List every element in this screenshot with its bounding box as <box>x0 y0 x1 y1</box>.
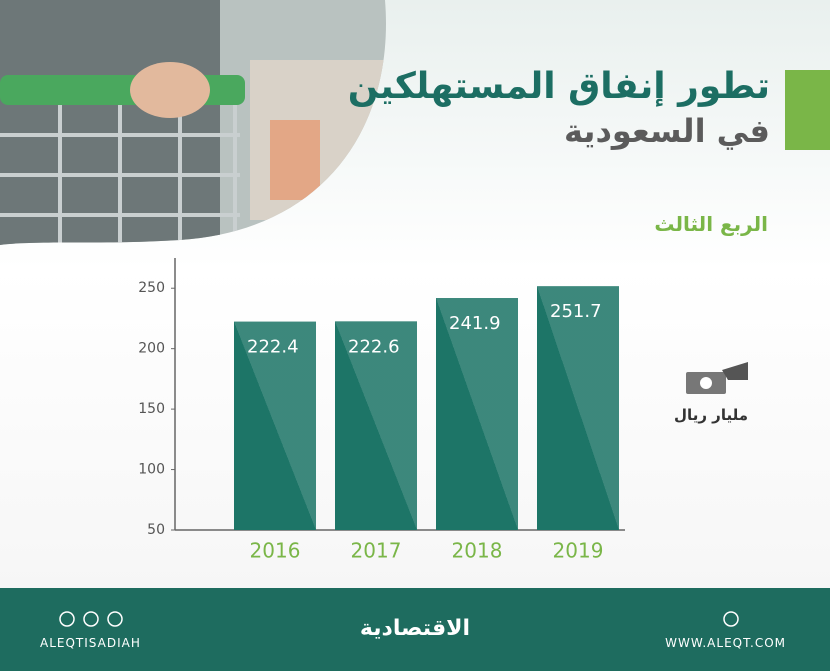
title: تطور إنفاق المستهلكين <box>347 66 770 107</box>
value-label: 222.6 <box>348 336 400 357</box>
bar-shade <box>537 286 619 530</box>
chart: 50 100 150 200 250 2016 222.4 2017 222.6 2018 241.… <box>138 258 748 563</box>
bar-shade <box>335 321 417 530</box>
title: في السعودية <box>564 112 770 150</box>
bar-shade <box>436 298 518 530</box>
brand-logo: الاقتصادية <box>359 616 471 641</box>
unit-label: مليار ريال <box>674 406 748 424</box>
web-icon <box>723 611 739 627</box>
x-tick-label: 2017 <box>351 539 402 563</box>
social-handle: ALEQTISADIAH <box>40 636 141 650</box>
x-tick-label: 2019 <box>553 539 604 563</box>
header-photo <box>0 0 386 245</box>
value-label: 241.9 <box>449 313 501 334</box>
x-tick-label: 2018 <box>452 539 503 563</box>
x-tick-label: 2016 <box>250 539 301 563</box>
y-tick-label: 250 <box>138 280 165 296</box>
y-tick-label: 150 <box>138 401 165 417</box>
y-tick-label: 100 <box>138 462 165 478</box>
website: WWW.ALEQT.COM <box>665 636 786 650</box>
footer <box>0 588 830 671</box>
y-tick-label: 200 <box>138 341 165 357</box>
social-icons <box>59 611 123 627</box>
money-icon <box>686 362 748 394</box>
bar-shade <box>234 321 316 530</box>
y-tick-label: 50 <box>147 522 165 538</box>
value-label: 222.4 <box>247 337 299 358</box>
subtitle: الربع الثالث <box>654 212 768 236</box>
accent-bar <box>785 70 830 150</box>
value-label: 251.7 <box>550 301 602 322</box>
